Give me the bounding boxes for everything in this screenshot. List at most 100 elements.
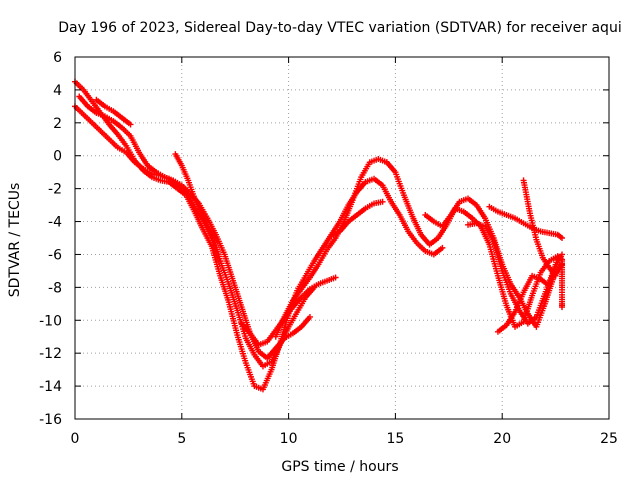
x-tick-label: 25 [600,431,618,447]
data-segment [142,167,153,176]
y-tick-label: 4 [53,83,62,99]
data-segment [393,171,407,196]
data-segment [303,260,317,277]
data-segment [159,177,170,185]
data-segment [504,310,517,327]
data-segment [548,254,559,263]
data-segment [120,126,132,138]
data-segment [559,286,566,298]
data-segment [299,276,312,291]
data-segment [163,174,175,183]
data-segment [364,176,375,185]
data-segment [273,316,287,338]
data-segment [133,160,145,171]
data-segment [385,160,397,174]
data-segment [274,337,286,350]
data-segment [184,194,197,213]
data-segment [95,98,107,109]
data-segment [167,180,179,191]
data-segment [556,232,564,240]
data-segment [462,209,474,220]
data-segment [73,80,85,92]
data-segment [330,229,341,239]
data-segment [295,274,308,292]
data-point [559,235,566,241]
y-tick-label: -12 [39,346,62,362]
data-segment [82,113,94,125]
data-segment [326,275,337,283]
data-segment [186,179,197,200]
data-segment [235,334,249,364]
data-point [332,274,339,281]
data-layer [72,78,566,393]
x-tick-label: 10 [280,431,298,447]
data-point [552,272,559,279]
data-point [379,198,386,205]
data-segment [77,95,90,108]
data-segment [116,133,128,147]
data-segment [380,184,394,203]
data-segment [419,233,432,246]
data-segment [487,243,501,277]
data-segment [521,179,533,214]
data-segment [397,214,411,233]
data-segment [359,161,372,179]
data-segment [257,339,269,348]
data-segment [317,278,328,287]
data-segment [205,224,216,239]
data-segment [491,240,505,272]
y-tick-label: 6 [53,50,62,66]
y-tick-label: -6 [48,247,62,263]
x-tick-label: 5 [177,431,186,447]
data-segment [432,219,444,229]
x-axis-label: GPS time / hours [281,459,398,475]
x-tick-label: 20 [493,431,511,447]
data-segment [309,282,320,291]
data-segment [539,228,551,236]
data-segment [527,212,539,241]
series-track-5 [172,151,224,265]
data-segment [547,266,558,278]
data-segment [377,156,388,165]
data-segment [291,325,303,336]
data-segment [466,196,478,207]
data-segment [541,256,551,269]
data-segment [192,197,204,215]
data-segment [495,275,509,307]
data-segment [112,119,124,130]
data-segment [497,209,508,218]
data-segment [531,273,542,282]
data-segment [512,291,526,313]
data-segment [81,88,94,103]
data-segment [209,245,223,277]
data-segment [475,221,486,229]
data-segment [338,220,350,233]
plot-frame [74,56,610,420]
data-segment [449,200,462,217]
data-segment [218,260,231,285]
data-segment [201,228,214,248]
data-segment [95,110,106,119]
data-segment [230,279,244,308]
data-segment [483,225,496,243]
data-segment [286,311,299,328]
data-segment [389,200,402,217]
data-segment [128,135,142,154]
data-segment [217,275,232,303]
data-segment [253,383,264,392]
data-segment [257,349,269,360]
data-point [439,244,446,251]
data-segment [243,362,257,387]
data-segment [184,191,197,208]
data-segment [172,178,183,188]
data-segment [226,283,240,312]
data-segment [424,248,435,257]
data-segment [240,322,252,335]
data-segment [406,230,419,245]
data-segment [534,303,548,328]
data-segment [341,199,355,223]
data-segment [120,116,132,127]
data-segment [432,246,444,257]
